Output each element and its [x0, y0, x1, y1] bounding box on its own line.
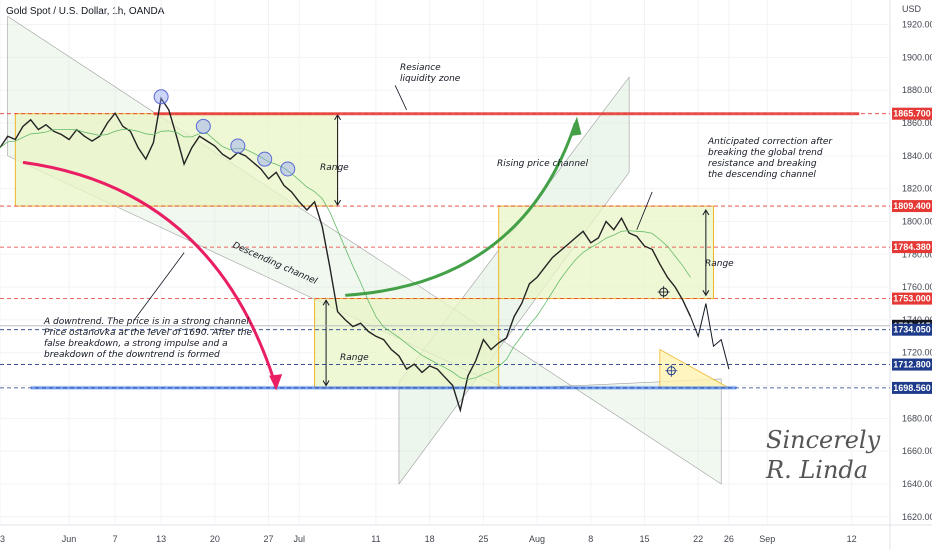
price-badge-label: 1809.400 [893, 201, 931, 211]
y-tick-label: 1780.00 [902, 249, 932, 259]
y-tick-label: 1640.00 [902, 479, 932, 489]
range-arrow-bottom-head-bottom [322, 380, 330, 387]
range-arrow-top-head-bottom [334, 199, 342, 207]
x-tick-label: 23 [0, 534, 5, 544]
annotation-resistance-2: liquidity zone [400, 74, 461, 84]
x-tick-label: 15 [639, 534, 649, 544]
markers [22, 85, 678, 391]
x-tick-label: 18 [425, 534, 435, 544]
range-zone-top [14, 113, 339, 207]
x-tick-label: Jul [293, 534, 305, 544]
annotation-rising-channel: Rising price channel [497, 159, 589, 169]
price-badge-bg [892, 292, 932, 305]
annotation-range-2: Range [340, 353, 369, 363]
y-tick-label: 1660.00 [902, 446, 932, 456]
x-tick-label: 27 [264, 534, 274, 544]
price-badge-label: 1698.560 [893, 383, 931, 393]
annotation-correction-1: Anticipated correction after [707, 137, 833, 147]
downtrend-arrow [22, 160, 278, 388]
annotation-range-3: Range [705, 259, 734, 269]
x-tick-label: 26 [724, 534, 734, 544]
touch-circle-5 [280, 161, 296, 177]
range-arrow-bottom-head-top [322, 299, 330, 306]
annotation-correction-4: the descending channel [708, 170, 816, 180]
price-levels [0, 112, 890, 390]
annotation-downtrend-2: Price ostanovka at the level of 1690. Af… [44, 328, 252, 338]
y-tick-label: 1880.00 [902, 85, 932, 95]
y-tick-label: 1840.00 [902, 151, 932, 161]
pointer-correction [636, 191, 653, 230]
y-tick-label: 1680.00 [902, 413, 932, 423]
y-tick-label: 1720.00 [902, 348, 932, 358]
range-arrow-right-head-top [702, 209, 710, 216]
price-badge-label: 1784.380 [893, 242, 931, 252]
price-series [0, 96, 730, 413]
x-tick-label: 8 [588, 534, 593, 544]
projected-path [690, 303, 730, 370]
signature-line-1: Sincerely [766, 426, 881, 454]
moving-average-line [0, 128, 691, 380]
x-tick-label: Aug [529, 534, 545, 544]
annotation-downtrend-4: breakdown of the downtrend is formed [44, 350, 220, 360]
chart-title: Gold Spot / U.S. Dollar, 1h, OANDA [6, 6, 165, 17]
touch-circle-4 [257, 151, 273, 167]
y-tick-label: 1800.00 [902, 216, 932, 226]
price-badge-bg [892, 241, 932, 254]
annotation-resistance-1: Resiance [400, 63, 441, 73]
price-badge-label: 1712.800 [893, 360, 931, 370]
price-badges: 1865.7001809.4001784.3801753.0001736.415… [892, 107, 932, 394]
y-tick-label: 1900.00 [902, 52, 932, 62]
price-badge-label: 1865.700 [893, 109, 931, 119]
range-zone-right [498, 205, 715, 300]
x-tick-label: Sep [759, 534, 775, 544]
x-tick-label: 12 [847, 534, 857, 544]
y-tick-label: 1920.00 [902, 20, 932, 30]
price-badge-label: 1734.050 [893, 325, 931, 335]
touch-circle-3 [230, 138, 246, 154]
x-tick-label: 11 [371, 534, 380, 544]
currency-label: USD [902, 4, 922, 14]
price-badge-bg [892, 323, 932, 336]
price-badge-label: 1753.000 [893, 294, 931, 304]
annotation-range-1: Range [320, 163, 349, 173]
price-badge-bg [892, 381, 932, 394]
x-tick-label: 22 [693, 534, 703, 544]
y-tick-label: 1620.00 [902, 512, 932, 522]
y-tick-label: 1760.00 [902, 282, 932, 292]
annotation-correction-3: resistance and breaking [708, 159, 817, 169]
x-tick-label: 13 [156, 534, 166, 544]
annotation-downtrend-3: false breakdown, a strong impulse and a [44, 339, 228, 349]
annotation-correction-2: breaking the global trend [708, 148, 823, 158]
x-axis: 23 Jun 7 13 20 27 Jul 11 18 25 Aug 8 15 22 26 Sep 12 [0, 534, 857, 544]
y-tick-label: 1860.00 [902, 118, 932, 128]
signature-line-2: R. Linda [765, 456, 868, 484]
x-tick-label: 25 [478, 534, 488, 544]
y-tick-label: 1820.00 [902, 184, 932, 194]
annotation-downtrend-1: A downtrend. The price is in a strong ch… [43, 317, 252, 327]
downtrend-arrow-head [269, 374, 283, 391]
touch-circle-2 [195, 118, 211, 134]
x-tick-label: 20 [210, 534, 220, 544]
range-arrow-right-head-bottom [702, 290, 710, 297]
rising-arrow-head [569, 116, 582, 137]
x-tick-label: 7 [113, 534, 118, 544]
pointer-resistance [394, 85, 408, 111]
price-badge-bg [892, 358, 932, 371]
x-tick-label: Jun [62, 534, 77, 544]
rising-arrow [345, 122, 577, 297]
price-badge-bg [892, 200, 932, 213]
touch-circle-1 [153, 89, 169, 105]
price-line [0, 96, 692, 413]
price-badge-bg [892, 107, 932, 120]
pointer-downtrend [133, 252, 185, 321]
